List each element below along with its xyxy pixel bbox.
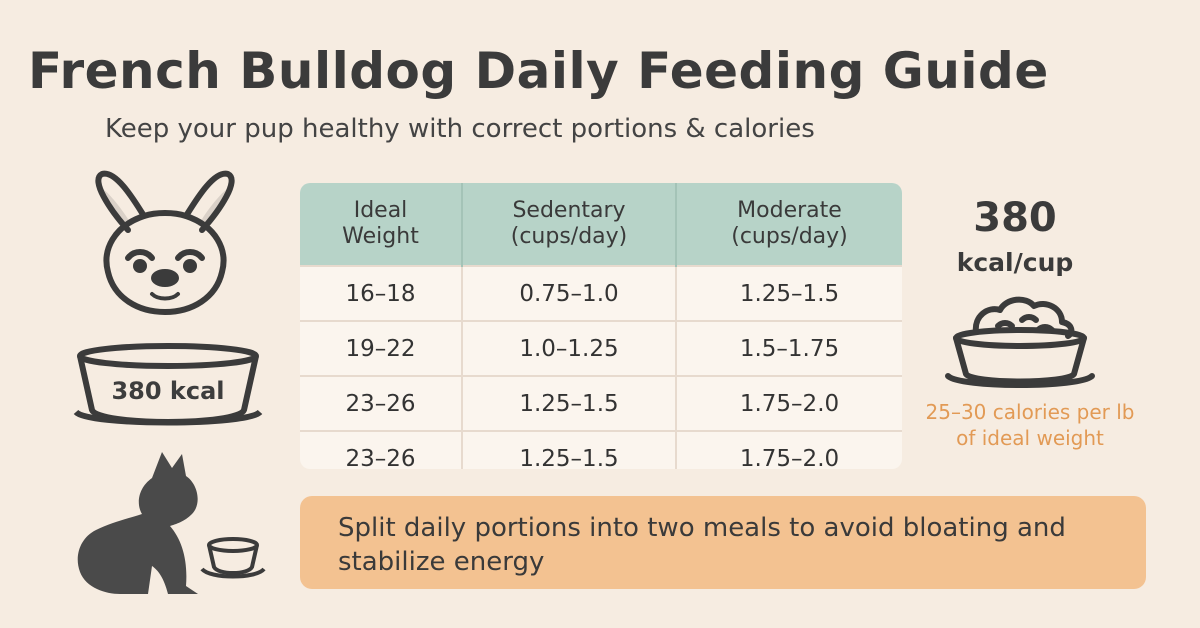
cell-sedentary: 1.25–1.5	[461, 375, 676, 431]
cell-sedentary: 1.25–1.5	[461, 430, 676, 469]
cell-sedentary: 0.75–1.0	[461, 265, 676, 321]
column-header-sedentary: Sedentary (cups/day)	[461, 183, 676, 266]
table-row: 23–26 1.25–1.5 1.75–2.0	[300, 375, 902, 431]
cell-sedentary: 1.0–1.25	[461, 320, 676, 376]
column-header-moderate: Moderate (cups/day)	[675, 183, 902, 266]
cell-weight: 19–22	[300, 320, 462, 376]
cell-moderate: 1.75–2.0	[675, 430, 902, 469]
header-text: Moderate (cups/day)	[731, 198, 848, 249]
bowl-icon	[73, 343, 263, 426]
table-row: 19–22 1.0–1.25 1.5–1.75	[300, 320, 902, 376]
column-header-weight: Ideal Weight	[300, 183, 462, 266]
page-subtitle: Keep your pup healthy with correct porti…	[105, 114, 815, 144]
feeding-table: Ideal Weight Sedentary (cups/day) Modera…	[300, 183, 902, 469]
cell-weight: 16–18	[300, 265, 462, 321]
feeding-tip: Split daily portions into two meals to a…	[300, 496, 1146, 589]
cell-moderate: 1.25–1.5	[675, 265, 902, 321]
kcal-unit: kcal/cup	[956, 248, 1074, 277]
table-header-row: Ideal Weight Sedentary (cups/day) Modera…	[300, 183, 902, 266]
tip-text: Split daily portions into two meals to a…	[338, 513, 1066, 577]
cell-moderate: 1.5–1.75	[675, 320, 902, 376]
header-text: Sedentary (cups/day)	[510, 198, 628, 249]
small-bowl-icon	[200, 537, 266, 579]
page-title: French Bulldog Daily Feeding Guide	[28, 42, 1049, 100]
bowl-kcal-label: 380 kcal	[111, 377, 225, 405]
header-text: Ideal Weight	[342, 198, 419, 249]
sitting-dog-icon	[77, 452, 198, 594]
table-row: 23–26 1.25–1.5 1.75–2.0	[300, 430, 902, 469]
dog-head-icon	[95, 170, 235, 315]
cell-weight: 23–26	[300, 430, 462, 469]
calorie-note: 25–30 calories per lb of ideal weight	[925, 400, 1135, 450]
food-bowl-icon	[945, 296, 1095, 388]
cell-moderate: 1.75–2.0	[675, 375, 902, 431]
cell-weight: 23–26	[300, 375, 462, 431]
kcal-value: 380	[973, 195, 1057, 241]
table-row: 16–18 0.75–1.0 1.25–1.5	[300, 265, 902, 321]
